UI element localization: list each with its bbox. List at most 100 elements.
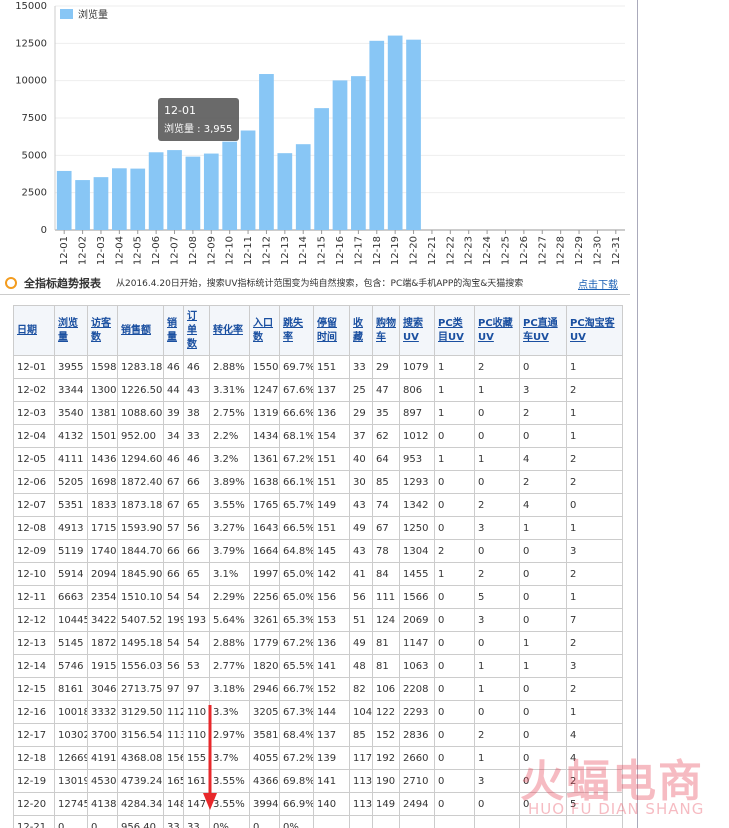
table-cell: 142 <box>313 562 350 586</box>
table-cell: 4739.24 <box>117 769 164 793</box>
bar <box>314 108 329 230</box>
y-tick-label: 10000 <box>15 76 47 87</box>
column-header: 转化率 <box>209 305 250 356</box>
table-cell: 12-09 <box>13 539 55 563</box>
column-header: PC直通车UV <box>519 305 567 356</box>
table-cell: 12-21 <box>13 815 55 828</box>
table-cell: 64.8% <box>279 539 314 563</box>
table-cell: 5746 <box>54 654 88 678</box>
table-cell: 2946 <box>249 677 280 701</box>
table-cell: 82 <box>349 677 373 701</box>
table-cell: 1147 <box>399 631 435 655</box>
x-tick-label: 12-14 <box>298 236 309 265</box>
download-link[interactable]: 点击下载 <box>578 280 618 291</box>
table-cell: 2 <box>566 769 623 793</box>
table-cell: 54 <box>163 585 184 609</box>
table-cell: 65 <box>183 562 210 586</box>
table-cell: 78 <box>372 539 400 563</box>
table-cell: 84 <box>372 562 400 586</box>
bar <box>369 40 385 230</box>
bar <box>295 144 311 230</box>
table-cell: 3.7% <box>209 746 250 770</box>
x-tick-label: 12-21 <box>427 236 438 265</box>
table-cell: 2660 <box>399 746 435 770</box>
table-cell: 43 <box>183 378 210 402</box>
table-cell: 1997 <box>249 562 280 586</box>
table-cell: 51 <box>349 608 373 632</box>
y-tick-label: 12500 <box>15 38 47 49</box>
table-cell: 12-01 <box>13 355 55 379</box>
table-cell: 151 <box>313 516 350 540</box>
table-cell: 65.0% <box>279 562 314 586</box>
table-cell: 12669 <box>54 746 88 770</box>
table-cell: 12-11 <box>13 585 55 609</box>
table-cell: 1593.90 <box>117 516 164 540</box>
x-tick-label: 12-18 <box>372 236 383 265</box>
table-cell: 34 <box>163 424 184 448</box>
table-cell: 0 <box>434 792 475 816</box>
table-cell: 3422 <box>87 608 118 632</box>
table-cell: 0 <box>434 585 475 609</box>
table-cell: 1300 <box>87 378 118 402</box>
table-cell: 30 <box>349 470 373 494</box>
x-tick-label: 12-02 <box>78 236 89 265</box>
tooltip: 12-01 浏览量 : 3,955 <box>158 98 239 141</box>
x-tick-label: 12-09 <box>206 236 217 265</box>
table-cell: 2208 <box>399 677 435 701</box>
table-cell: 68.1% <box>279 424 314 448</box>
table-cell: 2.75% <box>209 401 250 425</box>
table-cell: 1845.90 <box>117 562 164 586</box>
table-row: 12-201274541384284.341481473.55%399466.9… <box>13 792 623 816</box>
table-cell: 1 <box>566 355 623 379</box>
table-cell: 113 <box>349 792 373 816</box>
table-cell: 3.27% <box>209 516 250 540</box>
table-cell: 2 <box>519 470 567 494</box>
table-cell: 68.4% <box>279 723 314 747</box>
table-cell: 57 <box>163 516 184 540</box>
table-cell: 0 <box>434 746 475 770</box>
table-cell: 1304 <box>399 539 435 563</box>
table-cell: 1598 <box>87 355 118 379</box>
table-cell: 53 <box>183 654 210 678</box>
table-cell: 12-17 <box>13 723 55 747</box>
x-tick-label: 12-23 <box>464 236 475 265</box>
table-cell: 151 <box>313 355 350 379</box>
table-cell: 1250 <box>399 516 435 540</box>
bar <box>387 35 403 230</box>
table-cell: 2 <box>566 677 623 701</box>
table-cell: 104 <box>349 700 373 724</box>
table-cell: 0 <box>519 723 567 747</box>
table-cell: 12-03 <box>13 401 55 425</box>
x-tick-label: 12-15 <box>317 236 328 265</box>
table-row: 12-07 5351 1833 1873.18 67 65 3.55% 1765 65.7% 14… <box>13 493 623 517</box>
table-row: 12-10 5914 2094 1845.90 66 65 3.1% 1997 65.0% 142… <box>13 562 623 586</box>
section-title: 全指标趋势报表 <box>24 277 101 290</box>
table-cell: 1 <box>434 447 475 471</box>
table-cell: 1643 <box>249 516 280 540</box>
table-cell: 54 <box>163 631 184 655</box>
table-cell: 12745 <box>54 792 88 816</box>
x-tick-label: 12-25 <box>500 236 511 265</box>
x-tick-label: 12-01 <box>59 236 70 265</box>
table-row: 12-161001833323129.501121103.3%320567.3%… <box>13 700 623 724</box>
x-tick-label: 12-29 <box>574 236 585 265</box>
table-cell: 4368.08 <box>117 746 164 770</box>
table-cell: 5119 <box>54 539 88 563</box>
column-header: 入口数 <box>249 305 280 356</box>
table-cell: 56 <box>349 585 373 609</box>
watermark-sub: HUO FU DIAN SHANG <box>528 800 705 818</box>
table-cell: 2069 <box>399 608 435 632</box>
table-cell: 1 <box>566 700 623 724</box>
tooltip-text: 浏览量 : 3,955 <box>164 122 232 135</box>
table-cell <box>372 815 400 828</box>
table-cell: 4055 <box>249 746 280 770</box>
table-cell: 1 <box>474 447 520 471</box>
table-cell: 2.77% <box>209 654 250 678</box>
table-cell: 3.1% <box>209 562 250 586</box>
table-wrap: 日期 浏览量 访客数 销售额 销量 订单数 转化率 入口数 跳失率 停留时间 收藏 购物车 搜索UV PC… <box>13 305 623 828</box>
table-cell: 44 <box>163 378 184 402</box>
table-cell: 0 <box>519 562 567 586</box>
table-cell: 0 <box>474 539 520 563</box>
table-cell: 1740 <box>87 539 118 563</box>
table-cell: 3205 <box>249 700 280 724</box>
